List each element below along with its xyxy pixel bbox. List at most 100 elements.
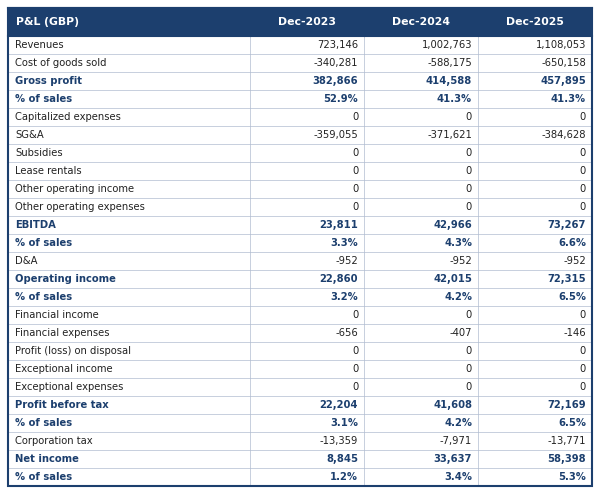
Bar <box>8 234 250 252</box>
Text: -7,971: -7,971 <box>440 436 472 446</box>
Bar <box>364 144 478 162</box>
Bar <box>8 8 250 36</box>
Text: Other operating income: Other operating income <box>15 184 134 194</box>
Text: -13,771: -13,771 <box>548 436 586 446</box>
Bar <box>364 8 478 36</box>
Bar <box>250 234 364 252</box>
Bar <box>364 252 478 270</box>
Bar <box>364 90 478 108</box>
Bar <box>478 450 592 468</box>
Bar <box>478 162 592 180</box>
Text: 0: 0 <box>352 364 358 374</box>
Text: 22,204: 22,204 <box>320 400 358 410</box>
Text: 0: 0 <box>466 166 472 176</box>
Bar <box>250 126 364 144</box>
Bar <box>364 234 478 252</box>
Text: 1,108,053: 1,108,053 <box>536 40 586 50</box>
Bar <box>250 252 364 270</box>
Text: Profit (loss) on disposal: Profit (loss) on disposal <box>15 346 131 356</box>
Text: 0: 0 <box>466 184 472 194</box>
Bar <box>364 306 478 324</box>
Bar <box>364 162 478 180</box>
Bar <box>478 144 592 162</box>
Bar <box>250 288 364 306</box>
Text: 0: 0 <box>352 382 358 392</box>
Text: -650,158: -650,158 <box>541 58 586 68</box>
Text: 3.4%: 3.4% <box>444 472 472 482</box>
Text: Cost of goods sold: Cost of goods sold <box>15 58 107 68</box>
Bar <box>250 8 364 36</box>
Bar <box>8 72 250 90</box>
Text: P&L (GBP): P&L (GBP) <box>16 17 79 27</box>
Text: -384,628: -384,628 <box>542 130 586 140</box>
Text: 1,002,763: 1,002,763 <box>422 40 472 50</box>
Text: 0: 0 <box>466 112 472 122</box>
Text: -952: -952 <box>563 256 586 266</box>
Text: 0: 0 <box>352 184 358 194</box>
Bar <box>8 306 250 324</box>
Bar <box>364 36 478 54</box>
Bar <box>250 216 364 234</box>
Text: 8,845: 8,845 <box>326 454 358 464</box>
Text: 6.6%: 6.6% <box>558 238 586 248</box>
Bar <box>250 108 364 126</box>
Text: Dec-2024: Dec-2024 <box>392 17 450 27</box>
Bar <box>250 270 364 288</box>
Text: -952: -952 <box>449 256 472 266</box>
Bar <box>250 90 364 108</box>
Bar <box>250 144 364 162</box>
Text: Financial expenses: Financial expenses <box>15 328 110 338</box>
Bar <box>8 342 250 360</box>
Bar <box>478 90 592 108</box>
Bar <box>8 90 250 108</box>
Text: 0: 0 <box>352 166 358 176</box>
Bar <box>250 198 364 216</box>
Text: 0: 0 <box>352 202 358 212</box>
Bar <box>250 378 364 396</box>
Bar <box>364 126 478 144</box>
Text: Capitalized expenses: Capitalized expenses <box>15 112 121 122</box>
Bar <box>8 360 250 378</box>
Bar <box>250 468 364 486</box>
Bar <box>8 252 250 270</box>
Bar <box>478 72 592 90</box>
Bar <box>364 270 478 288</box>
Bar <box>364 468 478 486</box>
Text: 4.2%: 4.2% <box>444 418 472 428</box>
Bar <box>364 108 478 126</box>
Bar <box>8 144 250 162</box>
Text: 0: 0 <box>466 310 472 320</box>
Bar <box>478 180 592 198</box>
Bar <box>8 450 250 468</box>
Text: Corporation tax: Corporation tax <box>15 436 92 446</box>
Text: -588,175: -588,175 <box>427 58 472 68</box>
Bar <box>478 414 592 432</box>
Bar <box>364 324 478 342</box>
Bar <box>364 432 478 450</box>
Text: 0: 0 <box>580 382 586 392</box>
Text: 23,811: 23,811 <box>319 220 358 230</box>
Text: 0: 0 <box>466 382 472 392</box>
Text: 4.3%: 4.3% <box>444 238 472 248</box>
Bar <box>364 54 478 72</box>
Text: 4.2%: 4.2% <box>444 292 472 302</box>
Text: 58,398: 58,398 <box>547 454 586 464</box>
Bar <box>250 360 364 378</box>
Bar <box>364 288 478 306</box>
Bar <box>478 198 592 216</box>
Bar <box>250 54 364 72</box>
Bar <box>364 450 478 468</box>
Bar <box>8 378 250 396</box>
Text: 22,860: 22,860 <box>320 274 358 284</box>
Text: 457,895: 457,895 <box>540 76 586 86</box>
Bar <box>8 468 250 486</box>
Bar <box>8 324 250 342</box>
Text: Net income: Net income <box>15 454 79 464</box>
Text: 0: 0 <box>352 148 358 158</box>
Bar <box>478 54 592 72</box>
Bar <box>250 396 364 414</box>
Text: 41.3%: 41.3% <box>437 94 472 104</box>
Bar <box>8 180 250 198</box>
Bar <box>8 198 250 216</box>
Text: 0: 0 <box>580 148 586 158</box>
